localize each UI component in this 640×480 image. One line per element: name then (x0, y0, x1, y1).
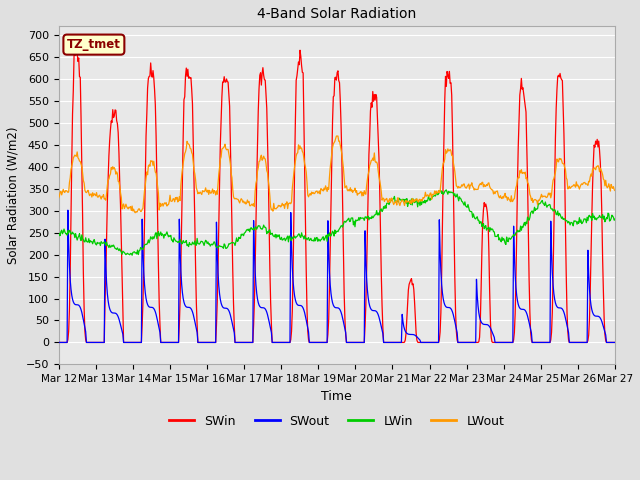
Text: TZ_tmet: TZ_tmet (67, 38, 121, 51)
Legend: SWin, SWout, LWin, LWout: SWin, SWout, LWin, LWout (164, 409, 509, 432)
Y-axis label: Solar Radiation (W/m2): Solar Radiation (W/m2) (7, 127, 20, 264)
Title: 4-Band Solar Radiation: 4-Band Solar Radiation (257, 7, 417, 21)
X-axis label: Time: Time (321, 390, 352, 403)
